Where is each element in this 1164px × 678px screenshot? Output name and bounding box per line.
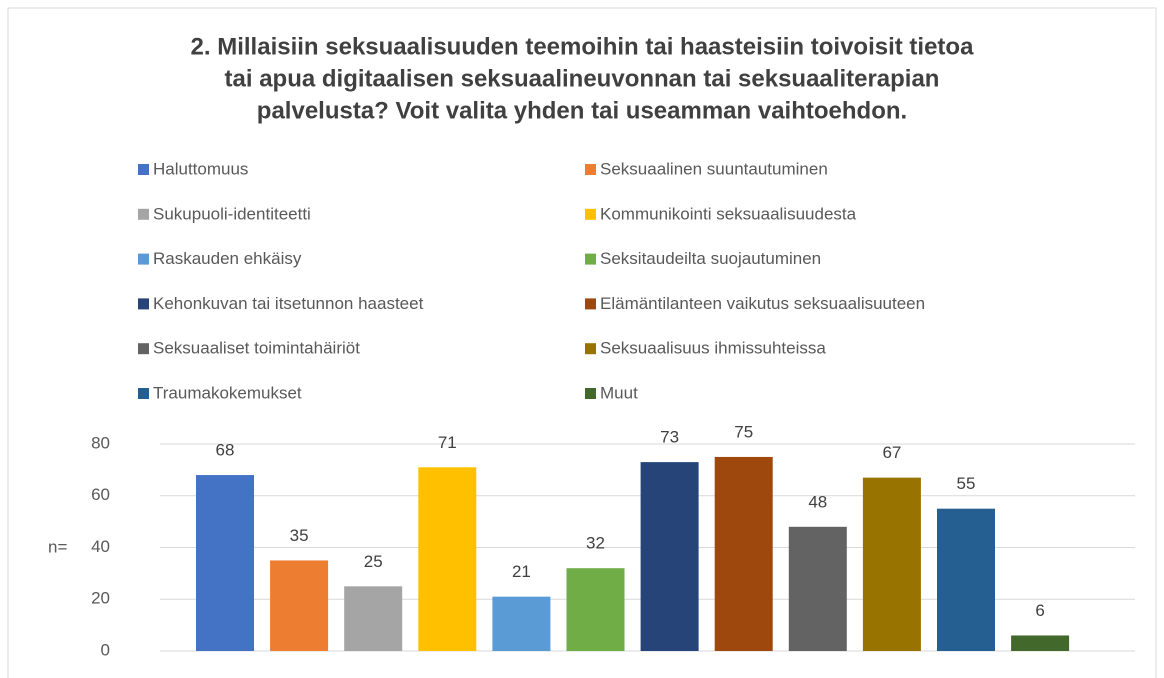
bar [270, 560, 329, 651]
bar [344, 586, 403, 651]
value-label: 48 [808, 492, 827, 511]
value-label: 35 [290, 526, 309, 545]
legend-swatch [138, 343, 149, 355]
y-tick-label: 0 [101, 640, 110, 659]
legend-swatch [138, 164, 149, 175]
legend-swatch [138, 298, 149, 310]
chart-title: 2. Millaisiin seksuaalisuuden teemoihin … [191, 33, 975, 60]
value-label: 73 [660, 428, 679, 447]
value-label: 32 [586, 534, 605, 553]
bar [418, 467, 477, 651]
value-label: 67 [882, 443, 901, 462]
legend-swatch [585, 253, 596, 265]
bar [566, 568, 625, 651]
value-label: 68 [216, 441, 235, 460]
y-tick-label: 60 [91, 485, 110, 504]
legend-label: Kommunikointi seksuaalisuudesta [600, 204, 857, 223]
legend-swatch [138, 253, 149, 265]
legend-swatch [585, 208, 596, 220]
y-tick-label: 40 [91, 537, 110, 556]
bar [640, 462, 699, 651]
chart-title: palvelusta? Voit valita yhden tai useamm… [257, 97, 907, 124]
legend-swatch [585, 164, 596, 175]
legend-label: Elämäntilanteen vaikutus seksuaalisuutee… [600, 294, 925, 313]
legend-label: Seksitaudeilta suojautuminen [600, 249, 821, 268]
value-label: 75 [734, 422, 753, 441]
value-label: 55 [957, 474, 976, 493]
legend-label: Haluttomuus [153, 159, 248, 178]
y-tick-label: 20 [91, 589, 110, 608]
chart-title: tai apua digitaalisen seksuaalineuvonnan… [225, 65, 940, 92]
legend-swatch [138, 388, 149, 399]
bar [492, 596, 551, 651]
legend-label: Raskauden ehkäisy [153, 249, 302, 268]
legend-label: Kehonkuvan tai itsetunnon haasteet [153, 294, 424, 313]
value-label: 25 [364, 552, 383, 571]
y-tick-label: 80 [91, 433, 110, 452]
value-label: 71 [438, 433, 457, 452]
legend-swatch [138, 208, 149, 220]
legend-label: Seksuaalisuus ihmissuhteissa [600, 339, 826, 358]
legend-label: Traumakokemukset [153, 383, 302, 402]
legend-swatch [585, 343, 596, 355]
bar [788, 526, 847, 651]
bar [937, 508, 995, 651]
legend-label: Muut [600, 383, 638, 402]
value-label: 21 [512, 562, 531, 581]
legend-swatch [585, 388, 596, 399]
bar [1011, 635, 1070, 651]
bar [196, 475, 254, 651]
legend-label: Sukupuoli-identiteetti [153, 204, 311, 223]
y-axis-label: n= [48, 537, 67, 556]
legend-label: Seksuaalinen suuntautuminen [600, 159, 828, 178]
bar [862, 477, 921, 651]
legend-swatch [585, 298, 596, 310]
bar [714, 456, 773, 651]
value-label: 6 [1035, 601, 1044, 620]
legend-label: Seksuaaliset toimintahäiriöt [153, 339, 360, 358]
